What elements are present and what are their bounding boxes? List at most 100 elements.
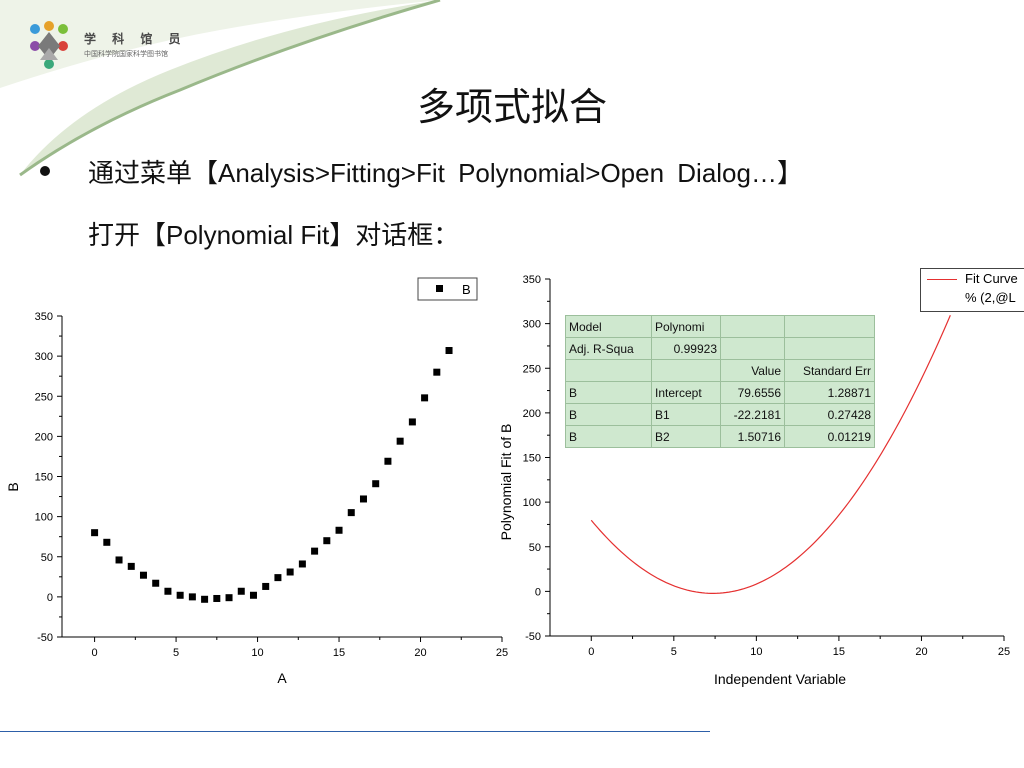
chart2-x-tick-label: 5: [671, 646, 677, 658]
chart1-y-tick-label: 350: [35, 311, 53, 323]
chart1-data-point: [176, 591, 184, 599]
table-cell: -22.2181: [720, 403, 785, 426]
chart2-x-axis-label: Independent Variable: [714, 671, 846, 687]
chart1-data-point: [323, 537, 331, 545]
chart2-x-tick-label: 20: [915, 646, 927, 658]
table-cell: [784, 337, 875, 360]
chart1-data-point: [347, 509, 355, 517]
chart1-data-point: [396, 437, 404, 445]
chart2-y-tick-label: -50: [525, 631, 541, 643]
chart1-data-point: [115, 556, 123, 564]
logo-subtitle: 中国科学院国家科学图书馆: [84, 50, 168, 58]
table-cell: Model: [565, 315, 652, 338]
chart1-data-point: [286, 568, 294, 576]
chart1-axes: 0 5 10 15 20 25 -50 0 50 100 150 200 250 300 350: [35, 311, 508, 659]
chart2-legend-label-1: Fit Curve: [965, 271, 1018, 286]
chart1-data-point: [188, 593, 196, 601]
chart2-fit-curve: [590, 315, 951, 594]
chart2-axes: 0 5 10 15 20 25 -50 0 50 100 150 200 250 300 350: [523, 274, 1010, 658]
table-row: Adj. R-Squa 0.99923: [565, 337, 875, 360]
chart2-y-tick-label: 0: [535, 586, 541, 598]
chart2-y-tick-label: 50: [529, 542, 541, 554]
chart1-data-point: [139, 571, 147, 579]
table-cell: 0.01219: [784, 425, 875, 448]
table-cell: [651, 359, 721, 382]
chart1-data-point: [445, 347, 453, 355]
chart2-y-tick-label: 100: [523, 497, 541, 509]
table-row: Model Polynomi: [565, 315, 875, 338]
chart2-legend: Fit Curve % (2,@L: [920, 268, 1024, 312]
regression-results-table: Model Polynomi Adj. R-Squa 0.99923 Value…: [565, 315, 875, 448]
chart1-data-point: [372, 480, 380, 488]
table-cell: 79.6556: [720, 381, 785, 404]
chart1-x-tick-label: 25: [496, 647, 508, 659]
chart1-data-point: [249, 591, 257, 599]
chart1-y-tick-label: 150: [35, 472, 53, 484]
chart1-y-axis-label: B: [5, 482, 21, 491]
header-swoosh-decoration: [0, 0, 441, 177]
chart1-data-point: [103, 538, 111, 546]
chart1-data-point: [359, 495, 367, 503]
slide-title: 多项式拟合: [416, 85, 607, 129]
chart1-data-point: [262, 582, 270, 590]
chart1-data-point: [335, 526, 343, 534]
footer-rule: [0, 731, 710, 732]
chart1-y-tick-label: 300: [35, 351, 53, 363]
chart1-data-point: [311, 547, 319, 555]
table-cell: 0.99923: [651, 337, 721, 360]
logo-title: 学 科 馆 员: [84, 32, 187, 46]
bullet-text-line-1: 通过菜单【Analysis>Fitting>Fit Polynomial>Ope…: [88, 158, 803, 188]
chart2-x-tick-label: 10: [750, 646, 762, 658]
chart2-y-axis-label: Polynomial Fit of B: [498, 424, 514, 541]
table-row: B B2 1.50716 0.01219: [565, 425, 875, 448]
table-cell: [784, 315, 875, 338]
chart1-data-point: [91, 529, 99, 537]
chart1-data-point: [298, 560, 306, 568]
chart1-data-point: [127, 562, 135, 570]
chart2-x-tick-label: 0: [588, 646, 594, 658]
institution-logo: [30, 21, 68, 69]
table-cell: B: [565, 425, 652, 448]
chart1-data-point: [384, 457, 392, 465]
table-cell: Intercept: [651, 381, 721, 404]
chart1-data-point: [274, 574, 282, 582]
chart1-x-tick-label: 20: [414, 647, 426, 659]
chart2-x-tick-label: 15: [833, 646, 845, 658]
chart1-x-tick-label: 15: [333, 647, 345, 659]
chart1-x-tick-label: 5: [173, 647, 179, 659]
chart1-data-point: [152, 579, 160, 587]
chart2-legend-label-2: % (2,@L: [965, 290, 1016, 305]
chart1-data-point: [225, 594, 233, 602]
chart1-y-tick-label: 200: [35, 431, 53, 443]
chart1-x-tick-label: 10: [251, 647, 263, 659]
legend-marker-square: [436, 285, 443, 292]
bullet-text-line-2: 打开【Polynomial Fit】对话框：: [88, 220, 460, 250]
table-cell: B2: [651, 425, 721, 448]
table-cell: Value: [720, 359, 785, 382]
chart2-y-tick-label: 350: [523, 274, 541, 286]
fit-line-chart: 0 5 10 15 20 25 -50 0 50 100 150 200 250 300 350 Indep…: [498, 274, 1010, 687]
table-cell: [565, 359, 652, 382]
table-row: B B1 -22.2181 0.27428: [565, 403, 875, 426]
table-cell: [720, 315, 785, 338]
scatter-chart: 0 5 10 15 20 25 -50 0 50 100 150 200 250 300 350 B A B: [5, 277, 508, 686]
chart2-y-tick-label: 300: [523, 319, 541, 331]
table-cell: Polynomi: [651, 315, 721, 338]
table-cell: Standard Err: [784, 359, 875, 382]
table-row: Value Standard Err: [565, 359, 875, 382]
table-row: B Intercept 79.6556 1.28871: [565, 381, 875, 404]
chart1-y-tick-label: 100: [35, 512, 53, 524]
chart1-y-tick-label: 0: [47, 592, 53, 604]
chart1-points: [91, 347, 453, 603]
chart1-data-point: [164, 587, 172, 595]
chart2-y-tick-label: 150: [523, 453, 541, 465]
chart1-data-point: [408, 418, 416, 426]
chart1-legend: B: [417, 277, 478, 301]
chart1-x-axis-label: A: [277, 670, 287, 686]
chart1-data-point: [237, 587, 245, 595]
chart1-data-point: [201, 595, 209, 603]
table-cell: B: [565, 403, 652, 426]
table-cell: B1: [651, 403, 721, 426]
legend-line-swatch: [927, 279, 957, 280]
chart1-data-point: [213, 594, 221, 602]
